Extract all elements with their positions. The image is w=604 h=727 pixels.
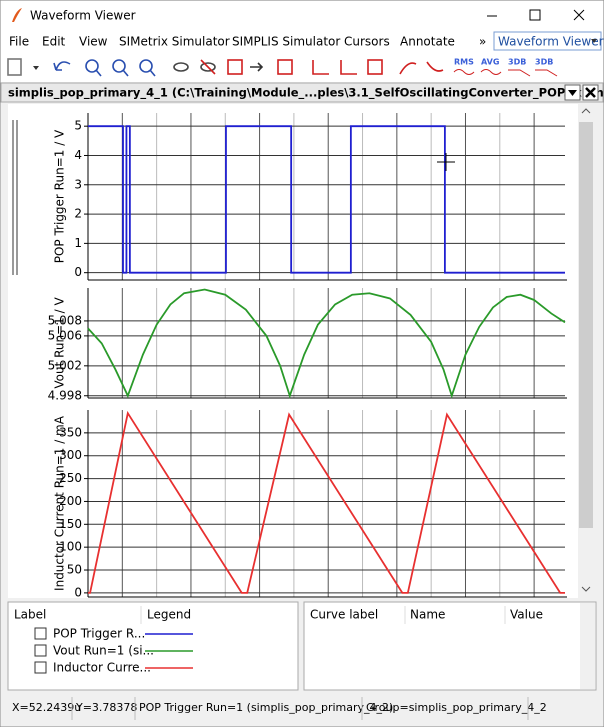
status-text: POP Trigger Run=1 (simplis_pop_primary_4… xyxy=(139,701,393,714)
legend: POP Trigger R... Vout Run=1 (si... Inducto… xyxy=(34,627,193,675)
y-tick-label: 5.006 xyxy=(48,328,82,342)
toolbar xyxy=(1,52,603,82)
y-tick-label: 250 xyxy=(59,471,82,485)
toolbar-label[interactable]: 3DB xyxy=(508,58,526,67)
legend-checkbox[interactable] xyxy=(34,644,47,657)
y-tick-label: 200 xyxy=(59,494,82,508)
plot: 0 1 2 3 4 5 POP Trigger Run=1 / V xyxy=(53,113,567,281)
selection-marker xyxy=(12,120,18,275)
title-bar xyxy=(1,1,603,30)
series-line xyxy=(88,125,565,274)
dropdown-arrow[interactable] xyxy=(591,39,597,43)
tab-close-x[interactable] xyxy=(585,87,596,98)
curve-header: Curve label xyxy=(310,608,378,622)
y-tick-label: 50 xyxy=(67,563,82,577)
status-dividers xyxy=(71,697,529,720)
y-tick-label: 4.998 xyxy=(48,388,82,402)
y-tick-label: 100 xyxy=(59,540,82,554)
y-axis-label: Vout Run=1 / V xyxy=(53,297,67,389)
legend-checkbox[interactable] xyxy=(34,627,47,640)
series-line xyxy=(88,410,565,594)
tab-bar xyxy=(0,82,604,103)
y-tick-label: 5.008 xyxy=(48,313,82,327)
view-dropdown[interactable] xyxy=(493,31,602,51)
y-tick-label: 4 xyxy=(74,148,82,162)
legend-label: Vout Run=1 (si... xyxy=(53,644,154,658)
curve-header: Value xyxy=(510,608,543,622)
plot-region xyxy=(8,104,578,598)
y-tick-label: 2 xyxy=(74,207,82,221)
y-tick-label: 5 xyxy=(74,119,82,133)
toolbar-label[interactable]: AVG xyxy=(481,58,499,67)
tab-menu-arrow[interactable] xyxy=(568,90,577,96)
toolbar-curves[interactable] xyxy=(453,69,558,77)
cursor-crosshair xyxy=(437,153,455,171)
y-tick-label: 0 xyxy=(74,265,82,279)
menu-item[interactable]: Edit xyxy=(42,35,66,49)
menu-item[interactable]: SIMPLIS Simulator xyxy=(232,35,340,49)
y-tick-label: 1 xyxy=(74,236,82,250)
scrollbar-arrows[interactable] xyxy=(581,108,591,592)
legend-header: Legend xyxy=(147,608,191,622)
toolbar-icons[interactable] xyxy=(7,58,444,77)
legend-label: POP Trigger R... xyxy=(53,627,145,641)
maximize-button[interactable] xyxy=(529,9,541,21)
menu-overflow[interactable]: » xyxy=(479,35,486,49)
status-text: Y=3.78378 xyxy=(75,701,137,714)
menu-item[interactable]: SIMetrix Simulator xyxy=(119,35,230,49)
toolbar-label[interactable]: 3DB xyxy=(535,58,553,67)
y-tick-label: 0 xyxy=(74,585,82,599)
y-axis-label: Inductor Current Run=1 / mA xyxy=(53,415,67,591)
menu-item[interactable]: Annotate xyxy=(400,35,455,49)
y-tick-label: 150 xyxy=(59,517,82,531)
plots: 0 1 2 3 4 5 POP Trigger Run=1 / V 4.998 5.002 5.0… xyxy=(48,113,567,599)
app-icon xyxy=(12,8,22,22)
legend-header: Label xyxy=(14,608,46,622)
toolbar-label[interactable]: RMS xyxy=(454,58,474,67)
menu-item[interactable]: File xyxy=(9,35,29,49)
y-tick-label: 5.002 xyxy=(48,358,82,372)
header-divider xyxy=(404,606,506,624)
y-tick-label: 350 xyxy=(59,425,82,439)
curve-panel xyxy=(303,601,597,691)
menu-item[interactable]: Cursors xyxy=(344,35,390,49)
series-line xyxy=(87,288,566,399)
status-text: X=52.2439u xyxy=(12,701,81,714)
scrollbar-thumb[interactable] xyxy=(579,122,593,528)
menu-item[interactable]: View xyxy=(79,35,108,49)
status-bar xyxy=(1,693,603,726)
legend-checkbox[interactable] xyxy=(34,661,47,674)
window-title: Waveform Viewer xyxy=(30,9,136,23)
legend-label: Inductor Curre... xyxy=(53,661,151,675)
view-dropdown-text[interactable]: Waveform Viewer xyxy=(498,35,604,49)
y-tick-label: 3 xyxy=(74,177,82,191)
close-button[interactable] xyxy=(573,9,585,21)
menu-bar xyxy=(1,30,603,52)
legend-panel xyxy=(7,601,299,691)
tab-title: simplis_pop_primary_4_1 (C:\Training\Mod… xyxy=(8,86,604,101)
y-axis-label: POP Trigger Run=1 / V xyxy=(53,129,67,263)
status-text: Group=simplis_pop_primary_4_2 xyxy=(366,701,547,714)
panel-scrollbar[interactable] xyxy=(580,603,595,689)
curve-header: Name xyxy=(410,608,445,622)
y-tick-label: 300 xyxy=(59,448,82,462)
